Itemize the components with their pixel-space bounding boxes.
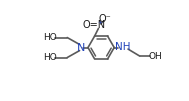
Text: NH: NH	[115, 42, 130, 52]
Text: HO: HO	[43, 33, 56, 42]
Text: HO: HO	[43, 53, 56, 62]
Text: O=N: O=N	[82, 20, 105, 30]
Text: OH: OH	[148, 52, 162, 60]
Text: N: N	[77, 43, 85, 53]
Text: O⁻: O⁻	[99, 14, 112, 24]
Text: +: +	[97, 20, 102, 25]
